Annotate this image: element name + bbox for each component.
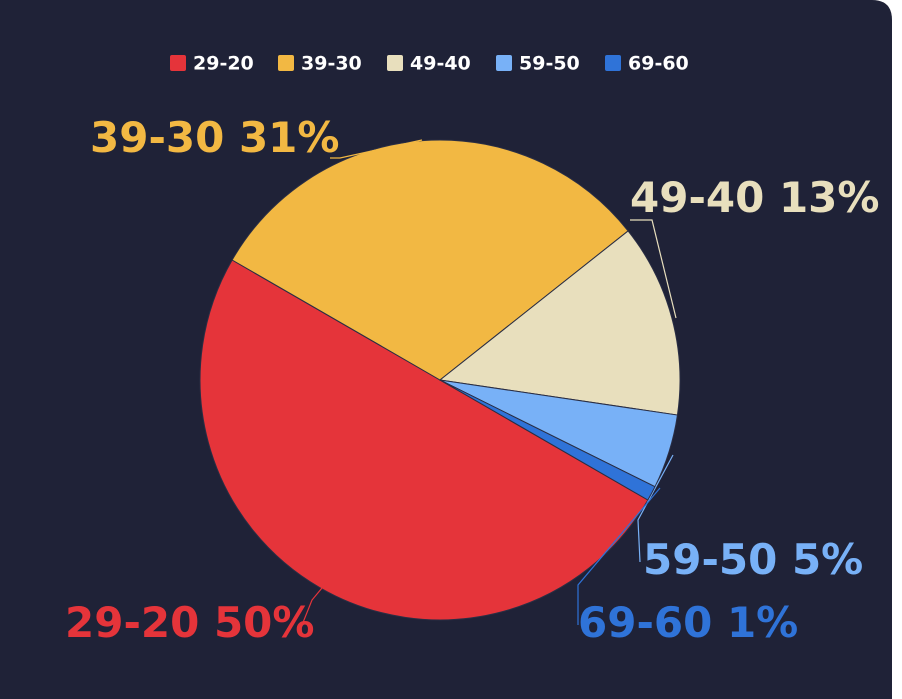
slice-label-value: 13% [779, 173, 880, 222]
slice-label: 69-60 1% [578, 598, 798, 647]
legend-swatch [605, 55, 621, 71]
slice-label-name: 59-50 [643, 535, 777, 584]
slice-label-name: 69-60 [578, 598, 712, 647]
slice-label-value: 1% [727, 598, 798, 647]
legend-swatch [170, 55, 186, 71]
leader-line [577, 487, 661, 625]
legend-label: 59-50 [519, 53, 580, 75]
pie-slice [231, 139, 629, 381]
slice-label: 39-30 31% [90, 113, 339, 162]
slice-label: 49-40 13% [630, 173, 879, 222]
legend-label: 69-60 [628, 53, 689, 75]
leader-line [330, 139, 423, 159]
slice-label-name: 39-30 [90, 113, 224, 162]
pie-slice [438, 230, 681, 416]
legend-swatch [496, 55, 512, 71]
legend-swatch [278, 55, 294, 71]
slice-label: 59-50 5% [643, 535, 863, 584]
slice-label-value: 50% [214, 598, 315, 647]
pie-slice [199, 259, 649, 621]
leader-line [637, 454, 674, 563]
pie-slice [439, 379, 656, 501]
slice-label-name: 49-40 [630, 173, 764, 222]
slice-label-value: 5% [792, 535, 863, 584]
slice-label-name: 29-20 [65, 598, 199, 647]
legend-label: 29-20 [193, 53, 254, 75]
legend-label: 39-30 [301, 53, 362, 75]
leader-line [301, 587, 323, 626]
slice-label: 29-20 50% [65, 598, 314, 647]
legend-label: 49-40 [410, 53, 471, 75]
legend-swatch [387, 55, 403, 71]
slice-label-value: 31% [239, 113, 340, 162]
leader-line [630, 219, 677, 319]
